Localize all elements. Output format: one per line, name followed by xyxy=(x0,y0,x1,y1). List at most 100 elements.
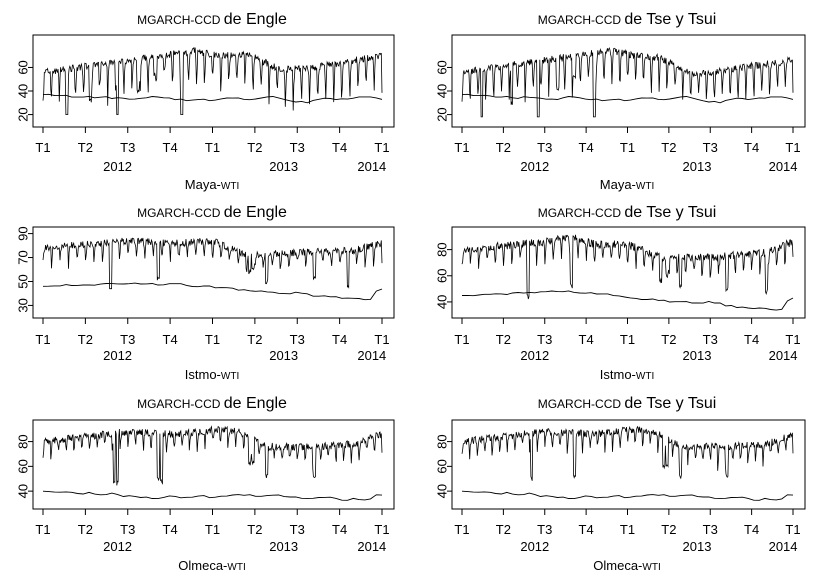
chart-panel-3: MGARCH-CCD de Engle 30 50 70 90 T1 T2 T3 T4 T1 T2 T… xyxy=(16,204,395,382)
x-axis-label: Istmo-WTI xyxy=(600,367,654,382)
chart-title: MGARCH-CCD de Tse y Tsui xyxy=(538,395,717,412)
y-tick-label: 90 xyxy=(16,226,31,240)
y-tick-label: 70 xyxy=(16,250,31,264)
x-tick-label: T3 xyxy=(703,522,718,537)
x-tick-label: T2 xyxy=(78,140,93,155)
x-tick-label: T4 xyxy=(332,140,347,155)
x-axis-label: Maya-WTI xyxy=(185,177,239,192)
series-line-upper xyxy=(461,425,794,481)
chart-title-suffix: de Tse y Tsui xyxy=(624,11,716,28)
chart-panel-6: MGARCH-CCD de Tse y Tsui 40 60 80 T1 T2 T3 T4 T1… xyxy=(435,395,806,573)
year-label: 2014 xyxy=(357,159,386,174)
x-tick-label: T4 xyxy=(744,522,759,537)
x-tick-label: T4 xyxy=(744,332,759,347)
y-tick-label: 80 xyxy=(435,434,450,448)
year-label: 2013 xyxy=(683,348,712,363)
chart-title: MGARCH-CCD de Engle xyxy=(137,11,287,28)
y-tick-label: 60 xyxy=(435,269,450,283)
chart-title: MGARCH-CCD de Engle xyxy=(137,395,287,412)
y-tick-label: 40 xyxy=(16,484,31,498)
chart-title-prefix: MGARCH-CCD xyxy=(538,13,625,27)
x-tick-label: T3 xyxy=(120,332,135,347)
chart-title-prefix: MGARCH-CCD xyxy=(538,206,625,220)
x-tick-label: T1 xyxy=(785,332,800,347)
x-tick-label: T1 xyxy=(205,522,220,537)
year-label: 2013 xyxy=(269,539,298,554)
year-label: 2013 xyxy=(683,539,712,554)
x-axis-label: Istmo-WTI xyxy=(185,367,239,382)
series-line-upper xyxy=(42,237,383,290)
series-line-upper xyxy=(42,46,383,115)
plot-frame xyxy=(451,419,806,510)
y-tick-label: 60 xyxy=(435,459,450,473)
x-tick-label: T2 xyxy=(247,522,262,537)
series-line-lower xyxy=(461,490,794,501)
x-tick-label: T2 xyxy=(496,140,511,155)
year-label: 2013 xyxy=(269,348,298,363)
y-tick-label: 20 xyxy=(435,107,450,121)
series-line-lower xyxy=(42,282,383,301)
plot-frame xyxy=(451,34,806,128)
y-tick-label: 50 xyxy=(16,274,31,288)
x-tick-label: T3 xyxy=(290,140,305,155)
x-tick-label: T2 xyxy=(78,522,93,537)
series-line-upper xyxy=(42,425,383,486)
x-tick-label: T1 xyxy=(454,140,469,155)
year-label: 2013 xyxy=(683,159,712,174)
year-label: 2013 xyxy=(269,159,298,174)
y-tick-label: 20 xyxy=(16,107,31,121)
y-tick-label: 40 xyxy=(16,84,31,98)
x-tick-label: T4 xyxy=(163,522,178,537)
year-label: 2012 xyxy=(520,159,549,174)
year-label: 2014 xyxy=(769,539,798,554)
x-tick-label: T3 xyxy=(703,140,718,155)
x-axis-label: Olmeca-WTI xyxy=(178,558,245,573)
x-tick-label: T1 xyxy=(374,332,389,347)
year-label: 2012 xyxy=(103,159,132,174)
series-line-upper xyxy=(461,234,794,300)
x-tick-label: T1 xyxy=(35,522,50,537)
series-line-lower xyxy=(461,290,794,311)
x-tick-label: T1 xyxy=(785,140,800,155)
x-tick-label: T1 xyxy=(374,140,389,155)
x-tick-label: T4 xyxy=(332,332,347,347)
year-label: 2012 xyxy=(103,539,132,554)
x-axis-label: Maya-WTI xyxy=(600,177,654,192)
chart-title-suffix: de Engle xyxy=(224,11,287,28)
x-tick-label: T3 xyxy=(537,522,552,537)
x-tick-label: T2 xyxy=(247,140,262,155)
x-tick-label: T2 xyxy=(661,332,676,347)
y-tick-label: 80 xyxy=(16,434,31,448)
chart-title-suffix: de Engle xyxy=(224,204,287,221)
chart-title-suffix: de Tse y Tsui xyxy=(624,395,716,412)
year-label: 2014 xyxy=(769,159,798,174)
x-tick-label: T4 xyxy=(579,522,594,537)
x-tick-label: T3 xyxy=(537,140,552,155)
chart-title: MGARCH-CCD de Tse y Tsui xyxy=(538,11,717,28)
x-tick-label: T1 xyxy=(454,332,469,347)
plot-frame xyxy=(32,419,395,510)
x-tick-label: T1 xyxy=(454,522,469,537)
x-tick-label: T3 xyxy=(537,332,552,347)
x-tick-label: T2 xyxy=(496,522,511,537)
series-line-lower xyxy=(461,93,794,104)
x-tick-label: T1 xyxy=(620,332,635,347)
x-tick-label: T3 xyxy=(120,140,135,155)
plot-frame xyxy=(451,226,806,319)
x-tick-label: T2 xyxy=(247,332,262,347)
chart-panel-5: MGARCH-CCD de Engle 40 60 80 T1 T2 T3 T4 T1 T2 T3 T… xyxy=(16,395,395,573)
year-label: 2014 xyxy=(769,348,798,363)
x-tick-label: T3 xyxy=(120,522,135,537)
y-tick-label: 80 xyxy=(435,242,450,256)
chart-panel-4: MGARCH-CCD de Tse y Tsui 40 60 80 T1 T2 T3 T4 T1… xyxy=(435,204,806,382)
series-line-lower xyxy=(42,93,383,104)
x-tick-label: T1 xyxy=(785,522,800,537)
chart-title: MGARCH-CCD de Tse y Tsui xyxy=(538,204,717,221)
plot-frame xyxy=(32,34,395,128)
chart-panel-2: MGARCH-CCD de Tse y Tsui 20 40 60 T1 T2 T3 T4 T1… xyxy=(435,11,806,192)
x-tick-label: T2 xyxy=(661,140,676,155)
y-tick-label: 40 xyxy=(435,484,450,498)
x-tick-label: T3 xyxy=(703,332,718,347)
chart-panel-1: MGARCH-CCD de Engle 20 40 60 T1 T2 T3 T4 T1 T2 T3 T… xyxy=(16,11,395,192)
year-label: 2014 xyxy=(357,539,386,554)
